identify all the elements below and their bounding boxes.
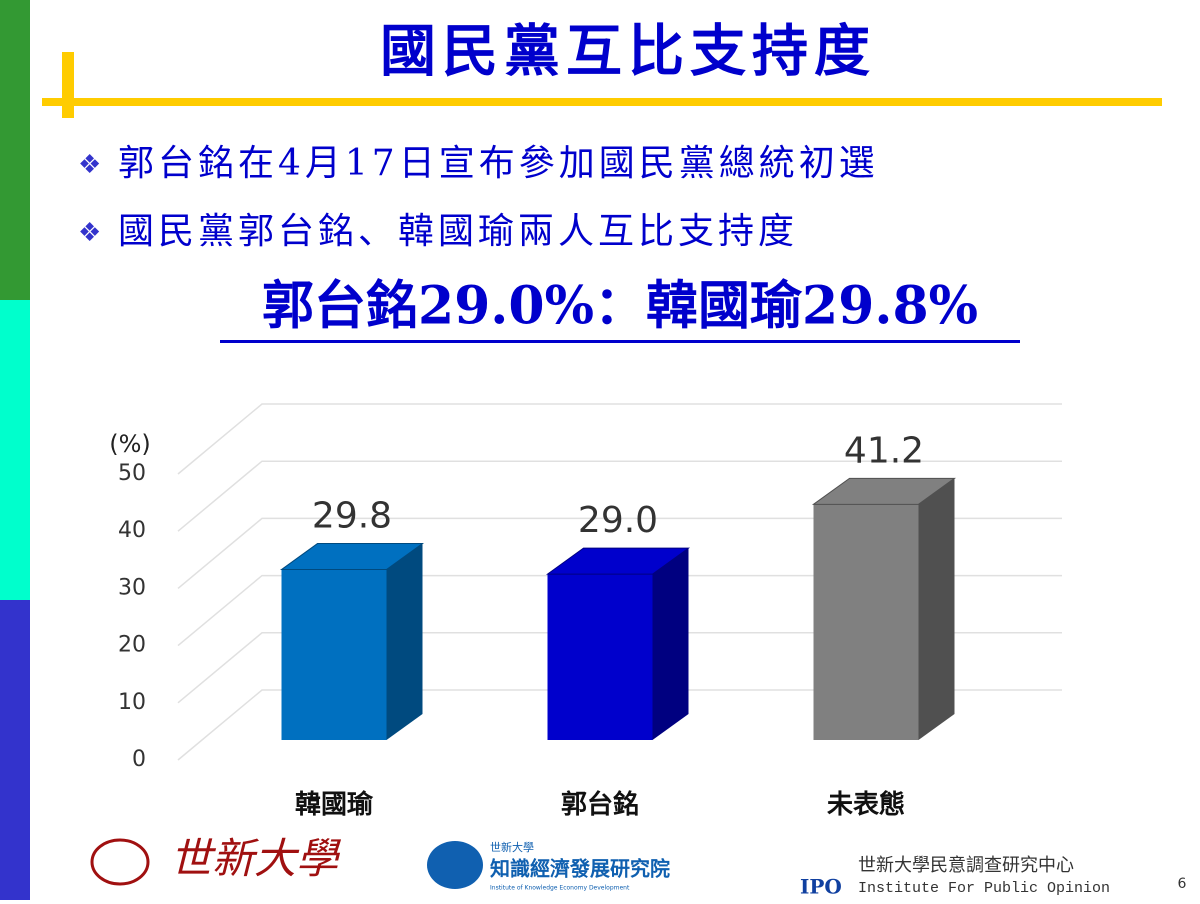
x-tick-label: 未表態 <box>827 789 905 820</box>
y-tick-label: 50 <box>118 461 146 486</box>
y-tick-label: 0 <box>132 747 146 772</box>
bar-front <box>547 574 653 740</box>
logo-e <box>427 841 483 889</box>
bar-side <box>652 548 689 740</box>
y-tick-label: 10 <box>118 690 146 715</box>
bar-top <box>279 543 425 571</box>
logo-institute: 知識經濟發展研究院 <box>490 857 670 881</box>
logo-institute-en: Institute of Knowledge Economy Developme… <box>490 885 630 892</box>
bar-top <box>545 547 691 575</box>
value-label: 41.2 <box>844 430 924 471</box>
bar-front <box>281 569 387 740</box>
page-number: 6 <box>1178 876 1187 892</box>
logo-tag: 世新大學 <box>490 840 534 854</box>
grid-line <box>177 689 1062 761</box>
grid-line <box>177 460 1062 532</box>
logo-ipo-en: Institute For Public Opinion <box>858 880 1110 897</box>
logo-university: 世新大學 <box>170 834 342 883</box>
grid-line <box>177 574 1062 647</box>
logo-seal <box>90 838 150 886</box>
y-tick-label: 40 <box>118 518 146 543</box>
bar-top <box>811 477 957 505</box>
strip-cyan <box>0 300 30 600</box>
bullet: 國民黨郭台銘、韓國瑜兩人互比支持度 <box>118 211 798 252</box>
bullet-icon: ❖ <box>78 218 101 248</box>
bar-side <box>918 478 955 740</box>
logo-ipo: IPO <box>800 875 842 899</box>
value-label: 29.0 <box>578 500 658 541</box>
y-tick-label: 20 <box>118 633 146 658</box>
chart: 0 10 20 30 40 50 29.8 韓國瑜 29.0 郭台銘 41.2 未表態 <box>118 403 1062 820</box>
y-tick-label: 30 <box>118 575 146 600</box>
title-mark <box>62 52 74 118</box>
bullet-icon: ❖ <box>78 150 101 180</box>
bar-front <box>813 504 919 740</box>
value-label: 29.8 <box>312 496 392 537</box>
grid-line <box>177 403 1062 475</box>
title-rule <box>42 98 1162 106</box>
grid-line <box>177 632 1062 704</box>
headline-underline <box>220 340 1020 343</box>
bullet: 郭台銘在4月17日宣布參加國民黨總統初選 <box>118 143 879 184</box>
slide-title: 國民黨互比支持度 <box>380 19 876 85</box>
x-tick-label: 郭台銘 <box>561 789 639 820</box>
bar-side <box>386 543 423 740</box>
logo-ipo-name: 世新大學民意調查研究中心 <box>858 855 1074 876</box>
headline: 郭台銘29.0%：韓國瑜29.8% <box>262 276 978 337</box>
y-unit: (%) <box>109 430 151 458</box>
grid-line <box>177 517 1062 589</box>
strip-green <box>0 0 30 300</box>
x-tick-label: 韓國瑜 <box>295 789 374 820</box>
strip-blue <box>0 600 30 900</box>
